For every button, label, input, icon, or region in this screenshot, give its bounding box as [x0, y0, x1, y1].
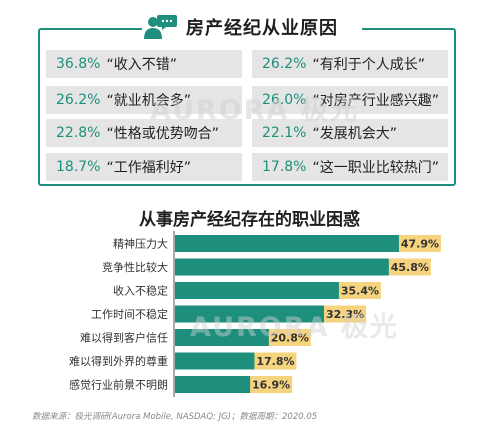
value-label-bg: [324, 305, 367, 323]
value-label-bg: [388, 258, 431, 276]
reason-item: 36.8% “收入不错”: [46, 50, 242, 78]
reason-text: “发展机会大”: [312, 126, 397, 142]
reason-item: 18.7% “工作福利好”: [46, 153, 242, 181]
bar: [175, 258, 395, 276]
reason-text: “工作福利好”: [106, 160, 191, 176]
reason-item: 17.8% “这一职业比较热门”: [252, 153, 448, 181]
value-label: 32.3%: [326, 308, 364, 321]
bar-chart: 精神压力大 47.9% 竞争性比较大 45.8% 收入不稳定 35.4% 工作时间不稳定 32…: [69, 231, 441, 397]
panel-title: 房产经纪从业原因: [186, 18, 338, 39]
value-label: 45.8%: [391, 261, 429, 274]
reason-text: “这一职业比较热门”: [312, 160, 439, 176]
bar: [175, 282, 345, 299]
reason-percent: 22.8%: [56, 125, 101, 141]
value-label-bg: [250, 376, 293, 393]
reason-percent: 26.2%: [56, 92, 101, 108]
reason-percent: 18.7%: [56, 159, 101, 175]
category-label: 精神压力大: [113, 237, 168, 251]
reason-text: “有利于个人成长”: [312, 57, 425, 73]
reason-text: “就业机会多”: [106, 93, 191, 109]
reason-percent: 26.0%: [262, 92, 307, 108]
bar: [175, 352, 261, 370]
value-label-bg: [398, 235, 441, 252]
chart-title: 从事房产经纪存在的职业困惑: [139, 210, 360, 230]
value-label-bg: [268, 329, 311, 346]
category-label: 感觉行业前景不明朗: [69, 378, 168, 392]
reason-text: “收入不错”: [106, 57, 177, 73]
value-label: 35.4%: [341, 285, 379, 298]
reason-item: 26.2% “就业机会多”: [46, 86, 242, 114]
reason-text: “性格或优势吻合”: [106, 126, 219, 142]
reason-percent: 17.8%: [262, 159, 307, 175]
reason-text: “对房产行业感兴趣”: [312, 93, 439, 109]
chat-person-icon: [142, 14, 178, 40]
bar: [175, 376, 257, 393]
category-label: 收入不稳定: [113, 284, 168, 298]
value-label-bg: [338, 282, 381, 299]
category-label: 竞争性比较大: [102, 260, 168, 274]
bar: [175, 235, 405, 252]
value-label-bg: [254, 352, 297, 370]
reason-item: 26.2% “有利于个人成长”: [252, 50, 448, 78]
category-label: 难以得到外界的尊重: [69, 354, 168, 368]
value-label: 16.9%: [252, 379, 290, 392]
category-label: 难以得到客户信任: [80, 331, 168, 345]
source-note: 数据来源：极光调研(Aurora Mobile, NASDAQ: JG)；数据周…: [32, 412, 318, 422]
reason-item: 26.0% “对房产行业感兴趣”: [252, 86, 448, 114]
bar: [175, 329, 275, 346]
reason-percent: 22.1%: [262, 125, 307, 141]
reason-percent: 26.2%: [262, 56, 307, 72]
value-label: 20.8%: [271, 332, 309, 345]
bar: [175, 305, 331, 323]
category-label: 工作时间不稳定: [91, 307, 168, 321]
value-label: 17.8%: [256, 355, 294, 368]
reason-item: 22.1% “发展机会大”: [252, 119, 448, 147]
reason-percent: 36.8%: [56, 56, 101, 72]
reason-item: 22.8% “性格或优势吻合”: [46, 119, 242, 147]
panel-header: 房产经纪从业原因: [142, 12, 362, 42]
value-label: 47.9%: [401, 238, 439, 251]
